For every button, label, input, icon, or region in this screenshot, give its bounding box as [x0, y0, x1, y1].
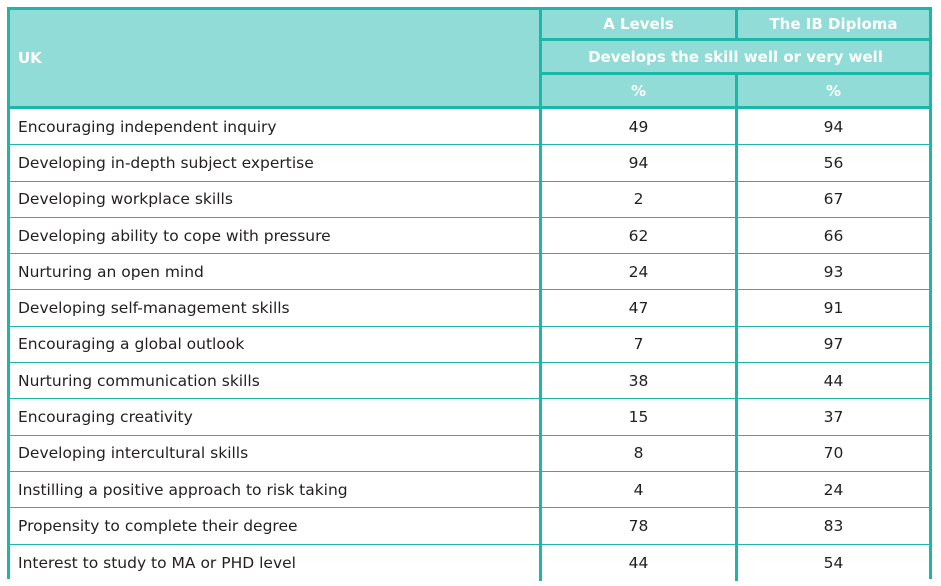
table-row: Propensity to complete their degree 78 83 — [10, 508, 929, 545]
table-row: Nurturing communication skills 38 44 — [10, 363, 929, 400]
cell-a-levels: 24 — [542, 254, 738, 291]
cell-ib-diploma: 37 — [738, 399, 929, 436]
row-label: Encouraging independent inquiry — [10, 109, 542, 146]
table-row: Encouraging independent inquiry 49 94 — [10, 109, 929, 146]
cell-ib-diploma: 91 — [738, 290, 929, 327]
table-row: Developing self-management skills 47 91 — [10, 290, 929, 327]
cell-a-levels: 2 — [542, 181, 738, 218]
table-row: Encouraging a global outlook 7 97 — [10, 326, 929, 364]
table-body: Encouraging independent inquiry 49 94 Devel… — [10, 109, 929, 581]
cell-ib-diploma: 83 — [738, 508, 929, 545]
row-label: Nurturing an open mind — [10, 254, 542, 291]
cell-ib-diploma: 66 — [738, 217, 929, 255]
table-row: Interest to study to MA or PHD level 44 54 — [10, 544, 929, 581]
row-label: Developing workplace skills — [10, 181, 542, 218]
row-label: Interest to study to MA or PHD level — [10, 544, 542, 581]
row-label: Encouraging creativity — [10, 399, 542, 436]
table-row: Developing ability to cope with pressure… — [10, 217, 929, 255]
table-row: Encouraging creativity 15 37 — [10, 399, 929, 436]
header-row-columns: UK A Levels The IB Diploma — [10, 10, 929, 109]
cell-ib-diploma: 70 — [738, 435, 929, 472]
cell-a-levels: 15 — [542, 399, 738, 436]
header-col-a-levels: A Levels — [542, 10, 738, 41]
row-label: Encouraging a global outlook — [10, 326, 542, 364]
cell-a-levels: 44 — [542, 544, 738, 581]
table-frame: UK A Levels The IB Diploma Develops the … — [7, 7, 932, 581]
cell-a-levels: 4 — [542, 471, 738, 509]
cell-ib-diploma: 44 — [738, 363, 929, 400]
row-label: Propensity to complete their degree — [10, 508, 542, 545]
table-row: Developing workplace skills 2 67 — [10, 181, 929, 218]
cell-a-levels: 7 — [542, 326, 738, 364]
cell-a-levels: 38 — [542, 363, 738, 400]
row-label: Developing in-depth subject expertise — [10, 145, 542, 182]
table-row: Instilling a positive approach to risk t… — [10, 471, 929, 509]
header-col-ib-diploma: The IB Diploma — [738, 10, 929, 41]
table-row: Nurturing an open mind 24 93 — [10, 254, 929, 291]
cell-ib-diploma: 24 — [738, 471, 929, 509]
cell-a-levels: 94 — [542, 145, 738, 182]
cell-ib-diploma: 97 — [738, 326, 929, 364]
cell-ib-diploma: 93 — [738, 254, 929, 291]
table-row: Developing intercultural skills 8 70 — [10, 435, 929, 472]
row-label: Developing self-management skills — [10, 290, 542, 327]
cell-ib-diploma: 54 — [738, 544, 929, 581]
header-row-span: Develops the skill well or very well — [10, 41, 929, 75]
header-unit-a-levels: % — [542, 75, 738, 109]
table-row: Developing in-depth subject expertise 94 5… — [10, 145, 929, 182]
row-label: Developing intercultural skills — [10, 435, 542, 472]
cell-ib-diploma: 94 — [738, 109, 929, 146]
row-label: Instilling a positive approach to risk t… — [10, 471, 542, 509]
comparison-table: UK A Levels The IB Diploma Develops the … — [10, 10, 929, 581]
cell-ib-diploma: 56 — [738, 145, 929, 182]
header-corner: UK — [10, 10, 542, 109]
cell-a-levels: 8 — [542, 435, 738, 472]
row-label: Developing ability to cope with pressure — [10, 217, 542, 255]
cell-a-levels: 62 — [542, 217, 738, 255]
cell-a-levels: 78 — [542, 508, 738, 545]
header-unit-ib-diploma: % — [738, 75, 929, 109]
header-span-label: Develops the skill well or very well — [542, 41, 929, 75]
header-row-units: % % — [10, 75, 929, 109]
row-label: Nurturing communication skills — [10, 363, 542, 400]
cell-a-levels: 47 — [542, 290, 738, 327]
cell-a-levels: 49 — [542, 109, 738, 146]
cell-ib-diploma: 67 — [738, 181, 929, 218]
